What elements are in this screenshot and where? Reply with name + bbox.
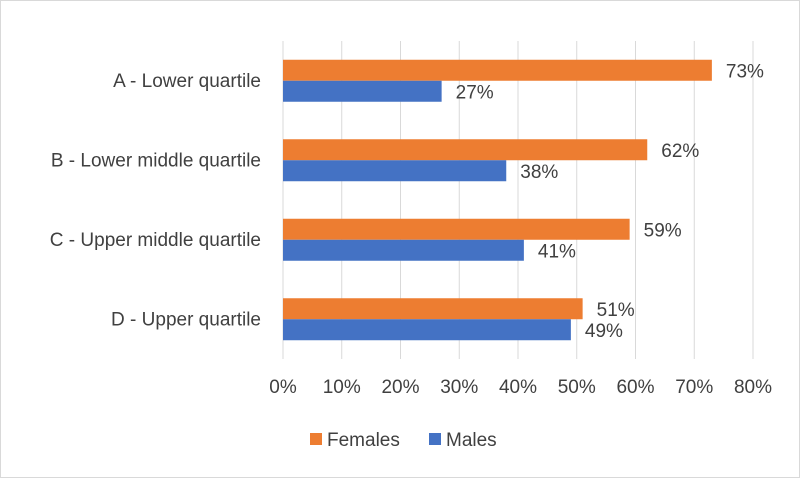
category-label: B - Lower middle quartile [51, 150, 261, 171]
bar-males [283, 80, 442, 102]
x-tick-label: 70% [675, 377, 713, 398]
x-tick-label: 50% [558, 377, 596, 398]
bar-males [283, 160, 507, 182]
data-label-males: 38% [520, 162, 558, 183]
x-tick-label: 0% [269, 377, 297, 398]
bar-males [283, 319, 571, 341]
data-label-females: 62% [661, 141, 699, 162]
bar-females [283, 59, 712, 81]
data-label-males: 27% [456, 82, 494, 103]
x-tick-label: 10% [323, 377, 361, 398]
category-label: C - Upper middle quartile [50, 230, 261, 251]
legend-label-females: Females [327, 430, 400, 451]
legend-label-males: Males [446, 430, 497, 451]
bar-females [283, 139, 648, 161]
category-label: A - Lower quartile [113, 71, 261, 92]
x-tick-label: 20% [381, 377, 419, 398]
data-label-females: 73% [726, 61, 764, 82]
bar-females [283, 298, 583, 320]
data-label-females: 51% [597, 300, 635, 321]
category-label: D - Upper quartile [111, 309, 261, 330]
data-label-females: 59% [644, 220, 682, 241]
legend-swatch-males [429, 433, 441, 445]
legend-swatch-females [310, 433, 322, 445]
bar-males [283, 239, 524, 261]
data-label-males: 49% [585, 321, 623, 342]
x-tick-label: 60% [616, 377, 654, 398]
x-tick-label: 30% [440, 377, 478, 398]
bar-females [283, 218, 630, 240]
x-tick-label: 40% [499, 377, 537, 398]
x-tick-label: 80% [734, 377, 772, 398]
data-label-males: 41% [538, 241, 576, 262]
